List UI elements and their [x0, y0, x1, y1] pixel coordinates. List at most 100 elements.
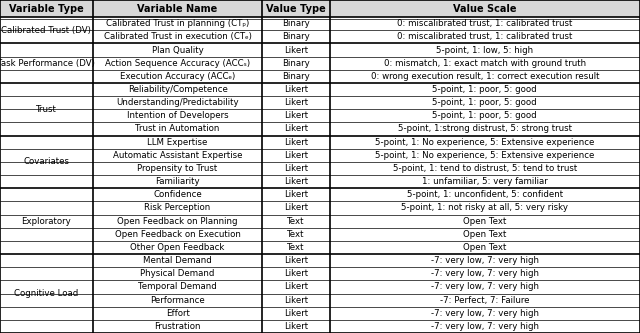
Text: Likert: Likert [284, 164, 308, 173]
Text: Likert: Likert [284, 125, 308, 134]
Text: -7: very low, 7: very high: -7: very low, 7: very high [431, 322, 539, 331]
Text: Likert: Likert [284, 190, 308, 199]
Text: 1: unfamiliar, 5: very familiar: 1: unfamiliar, 5: very familiar [422, 177, 548, 186]
Bar [262, 123, 330, 136]
Bar [262, 201, 330, 214]
Bar [93, 149, 262, 162]
Text: -7: very low, 7: very high: -7: very low, 7: very high [431, 282, 539, 291]
Bar [0, 17, 93, 43]
Text: Plan Quality: Plan Quality [152, 46, 204, 55]
Bar [262, 228, 330, 241]
Text: LLM Expertise: LLM Expertise [147, 138, 208, 147]
Bar [93, 109, 262, 123]
Text: Calibrated Trust in execution (CTₑ): Calibrated Trust in execution (CTₑ) [104, 32, 252, 41]
Text: Likert: Likert [284, 269, 308, 278]
Text: Variable Type: Variable Type [9, 4, 84, 14]
Bar [93, 214, 262, 228]
Text: Likert: Likert [284, 309, 308, 318]
Text: Effort: Effort [166, 309, 189, 318]
Bar [262, 188, 330, 201]
Bar [93, 201, 262, 214]
Bar [262, 254, 330, 267]
Text: 5-point, 1:strong distrust, 5: strong trust: 5-point, 1:strong distrust, 5: strong tr… [398, 125, 572, 134]
Bar [330, 109, 640, 123]
Bar [93, 254, 262, 267]
Bar [262, 241, 330, 254]
Text: 5-point, 1: not risky at all, 5: very risky: 5-point, 1: not risky at all, 5: very ri… [401, 203, 568, 212]
Bar [262, 109, 330, 123]
Text: Likert: Likert [284, 256, 308, 265]
Bar [330, 175, 640, 188]
Bar [330, 267, 640, 280]
Text: 5-point, 1: tend to distrust, 5: tend to trust: 5-point, 1: tend to distrust, 5: tend to… [393, 164, 577, 173]
Bar [93, 0, 262, 17]
Text: Mental Demand: Mental Demand [143, 256, 212, 265]
Bar [330, 214, 640, 228]
Text: -7: Perfect, 7: Failure: -7: Perfect, 7: Failure [440, 296, 529, 305]
Bar [93, 162, 262, 175]
Bar [262, 30, 330, 43]
Text: 0: miscalibrated trust, 1: calibrated trust: 0: miscalibrated trust, 1: calibrated tr… [397, 19, 573, 28]
Text: Likert: Likert [284, 151, 308, 160]
Text: 5-point, 1: poor, 5: good: 5-point, 1: poor, 5: good [433, 111, 537, 120]
Text: Calibrated Trust in planning (CTₚ): Calibrated Trust in planning (CTₚ) [106, 19, 249, 28]
Text: Physical Demand: Physical Demand [140, 269, 215, 278]
Bar [262, 0, 330, 17]
Bar [93, 30, 262, 43]
Bar [93, 241, 262, 254]
Text: Likert: Likert [284, 138, 308, 147]
Bar [262, 214, 330, 228]
Text: Trust: Trust [36, 105, 57, 114]
Text: Reliability/Competence: Reliability/Competence [127, 85, 228, 94]
Bar [93, 320, 262, 333]
Bar [330, 228, 640, 241]
Bar [262, 136, 330, 149]
Bar [330, 201, 640, 214]
Bar [93, 175, 262, 188]
Bar [93, 70, 262, 83]
Bar [330, 70, 640, 83]
Text: Likert: Likert [284, 111, 308, 120]
Text: Likert: Likert [284, 296, 308, 305]
Text: Automatic Assistant Expertise: Automatic Assistant Expertise [113, 151, 243, 160]
Bar [93, 123, 262, 136]
Bar [93, 228, 262, 241]
Bar [262, 70, 330, 83]
Bar [262, 17, 330, 30]
Text: Text: Text [287, 230, 305, 239]
Text: Open Text: Open Text [463, 230, 506, 239]
Text: 5-point, 1: low, 5: high: 5-point, 1: low, 5: high [436, 46, 533, 55]
Text: Likert: Likert [284, 282, 308, 291]
Text: Understanding/Predictability: Understanding/Predictability [116, 98, 239, 107]
Bar [330, 188, 640, 201]
Bar [330, 307, 640, 320]
Bar [330, 17, 640, 30]
Text: Likert: Likert [284, 46, 308, 55]
Bar [0, 83, 93, 136]
Text: Cognitive Load: Cognitive Load [14, 289, 79, 298]
Bar [330, 0, 640, 17]
Text: Open Feedback on Planning: Open Feedback on Planning [117, 217, 238, 226]
Bar [93, 57, 262, 70]
Bar [93, 96, 262, 109]
Bar [330, 254, 640, 267]
Text: Likert: Likert [284, 85, 308, 94]
Text: Open Text: Open Text [463, 243, 506, 252]
Bar [330, 320, 640, 333]
Bar [330, 96, 640, 109]
Text: Binary: Binary [282, 59, 310, 68]
Text: Likert: Likert [284, 98, 308, 107]
Bar [262, 293, 330, 307]
Bar [262, 162, 330, 175]
Text: 0: miscalibrated trust, 1: calibrated trust: 0: miscalibrated trust, 1: calibrated tr… [397, 32, 573, 41]
Text: 5-point, 1: poor, 5: good: 5-point, 1: poor, 5: good [433, 85, 537, 94]
Bar [330, 149, 640, 162]
Bar [262, 307, 330, 320]
Bar [0, 43, 93, 83]
Text: Text: Text [287, 243, 305, 252]
Bar [0, 136, 93, 188]
Text: Performance: Performance [150, 296, 205, 305]
Text: Other Open Feedback: Other Open Feedback [131, 243, 225, 252]
Text: Variable Name: Variable Name [138, 4, 218, 14]
Text: Action Sequence Accuracy (ACCₛ): Action Sequence Accuracy (ACCₛ) [105, 59, 250, 68]
